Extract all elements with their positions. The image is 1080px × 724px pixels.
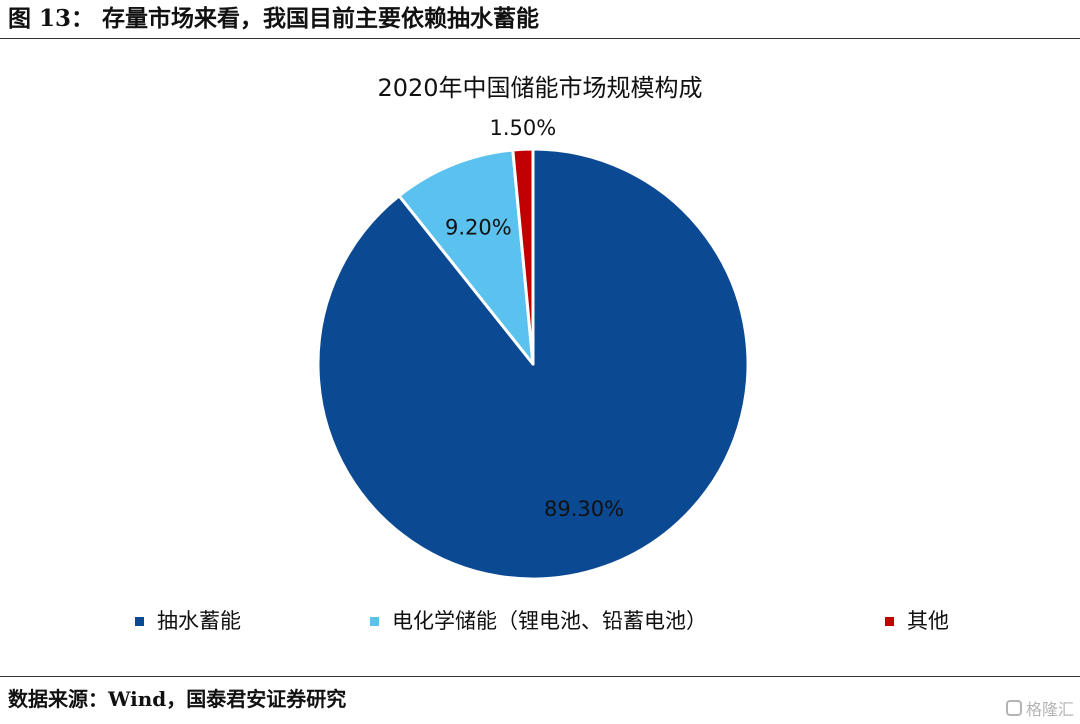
pie-slice-other	[511, 147, 535, 366]
pie-slice-electrochemical	[397, 148, 535, 366]
pie-chart: 89.30% 9.20% 1.50%	[316, 116, 750, 581]
legend-label-other: 其他	[907, 609, 949, 633]
legend-swatch-other	[885, 616, 894, 626]
legend-label-electrochemical: 电化学储能（锂电池、铅蓄电池）	[392, 609, 707, 633]
source-rule	[0, 676, 1080, 677]
watermark-text: 格隆汇	[1025, 700, 1074, 719]
data-label-pumped-hydro: 89.30%	[544, 497, 624, 521]
brand-logo-icon	[1005, 700, 1022, 716]
pie-data-labels: 89.30% 9.20% 1.50%	[445, 116, 624, 521]
title-rule	[0, 38, 1080, 39]
legend-label-pumped-hydro: 抽水蓄能	[157, 609, 241, 633]
legend-swatch-electrochemical	[370, 616, 379, 626]
chart-legend: 抽水蓄能 电化学储能（锂电池、铅蓄电池） 其他	[0, 606, 1080, 636]
pie-slices	[316, 147, 750, 581]
legend-swatch-pumped-hydro	[135, 616, 144, 626]
watermark: 格隆汇	[1005, 696, 1074, 720]
pie-slice-pumped-hydro	[316, 147, 750, 581]
legend-item-electrochemical: 电化学储能（锂电池、铅蓄电池）	[370, 606, 707, 636]
chart-title: 2020年中国储能市场规模构成	[377, 74, 703, 102]
figure-title: 图 13： 存量市场来看，我国目前主要依赖抽水蓄能	[8, 5, 540, 32]
legend-item-other: 其他	[885, 606, 949, 636]
data-label-electrochemical: 9.20%	[445, 215, 512, 239]
data-label-other: 1.50%	[490, 116, 557, 140]
legend-item-pumped-hydro: 抽水蓄能	[135, 606, 241, 636]
source-note: 数据来源：Wind，国泰君安证券研究	[8, 687, 347, 711]
